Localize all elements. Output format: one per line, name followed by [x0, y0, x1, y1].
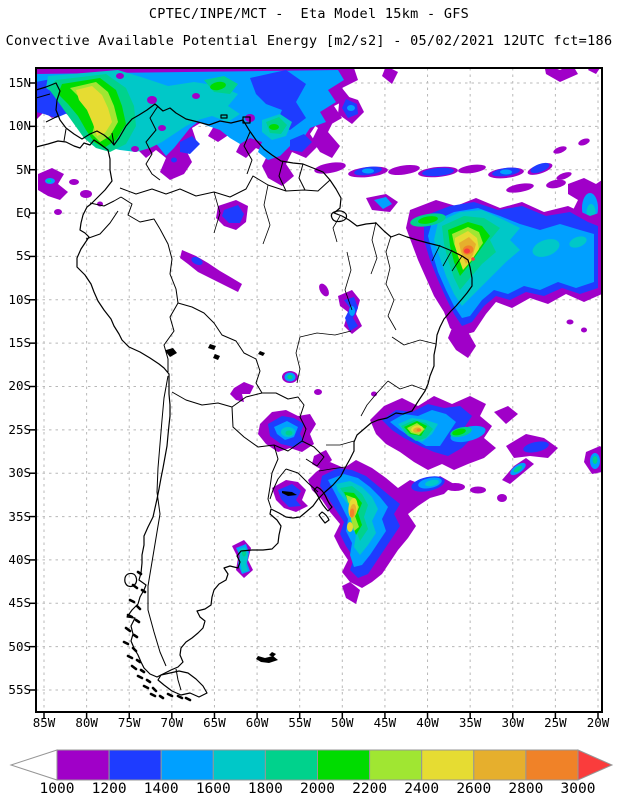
colorbar-above-range-arrow: [577, 749, 614, 781]
colorbar-tick-label: 2000: [300, 781, 335, 797]
lat-tick-label: 35S: [8, 508, 31, 524]
lat-tick-label: 55S: [8, 681, 31, 697]
colorbar-tick-label: 1200: [91, 781, 127, 797]
colorbar: [56, 749, 579, 781]
lat-tick-label: 30S: [8, 465, 31, 481]
lat-tick-label: 5S: [15, 248, 31, 264]
colorbar-segment: [421, 749, 475, 781]
lat-tick-label: 15S: [8, 335, 31, 351]
colorbar-tick-label: 2200: [352, 781, 388, 797]
plot-subtitle: Convective Available Potential Energy [m…: [5, 33, 613, 49]
colorbar-segment: [108, 749, 162, 781]
lake-titicaca: [166, 348, 177, 357]
lon-tick-label: 60W: [245, 715, 269, 730]
map-frame: [35, 67, 603, 713]
lon-tick-label: 35W: [458, 715, 482, 730]
lon-tick-label: 30W: [501, 715, 525, 730]
colorbar-tick-label: 3000: [560, 781, 596, 797]
lon-tick-label: 40W: [416, 715, 439, 730]
plot-title: CPTEC/INPE/MCT - Eta Model 15km - GFS: [148, 6, 470, 22]
lon-tick-label: 20W: [586, 715, 610, 730]
lon-tick-label: 75W: [117, 715, 141, 730]
lon-tick-label: 25W: [544, 715, 567, 730]
lat-tick-label: 10S: [8, 291, 31, 307]
coastline-south-america: [36, 82, 473, 678]
colorbar-tick-label: 1600: [195, 781, 231, 797]
lat-tick-label: 10N: [8, 118, 31, 134]
rincon-del-bonete: [282, 491, 297, 496]
lat-tick-label: 5N: [15, 161, 31, 177]
lon-tick-label: 85W: [32, 715, 56, 730]
colorbar-tick-label: 2400: [404, 781, 440, 797]
lat-tick-label: 50S: [8, 638, 31, 654]
colorbar-segment: [264, 749, 318, 781]
cape-field: [36, 68, 602, 604]
lat-tick-label: 20S: [8, 378, 31, 394]
map-linework: [36, 82, 473, 702]
lat-tick-label: EQ: [15, 205, 31, 221]
lat-tick-label: 25S: [8, 421, 31, 437]
lon-tick-label: 80W: [75, 715, 98, 730]
colorbar-segment: [369, 749, 423, 781]
state-borders: [213, 184, 463, 472]
coastline-tierra-del-fuego: [157, 670, 208, 698]
colorbar-below-range-arrow: [9, 749, 58, 781]
country-borders: [36, 93, 331, 691]
colorbar-segment: [525, 749, 579, 781]
lat-tick-label: 45S: [8, 595, 31, 611]
lon-tick-label: 50W: [331, 715, 354, 730]
colorbar-tick-label: 2800: [508, 781, 544, 797]
falkland-islands: [256, 656, 278, 663]
colorbar-tick-label: 1000: [39, 781, 75, 797]
lat-tick-label: 40S: [8, 551, 31, 567]
lon-tick-label: 70W: [160, 715, 184, 730]
colorbar-segment: [212, 749, 266, 781]
lon-tick-label: 55W: [288, 715, 311, 730]
lagoa-dos-patos: [313, 486, 333, 512]
lon-tick-label: 65W: [203, 715, 226, 730]
chilean-fjords: [122, 570, 192, 702]
colorbar-segment: [160, 749, 214, 781]
lon-tick-label: 45W: [373, 715, 397, 730]
lat-tick-label: 15N: [8, 75, 31, 90]
colorbar-segment: [317, 749, 371, 781]
colorbar-tick-label: 2600: [456, 781, 492, 797]
colorbar-tick-label: 1800: [247, 781, 283, 797]
colorbar-segment: [473, 749, 527, 781]
colorbar-tick-label: 1400: [143, 781, 179, 797]
colorbar-segment: [56, 749, 110, 781]
